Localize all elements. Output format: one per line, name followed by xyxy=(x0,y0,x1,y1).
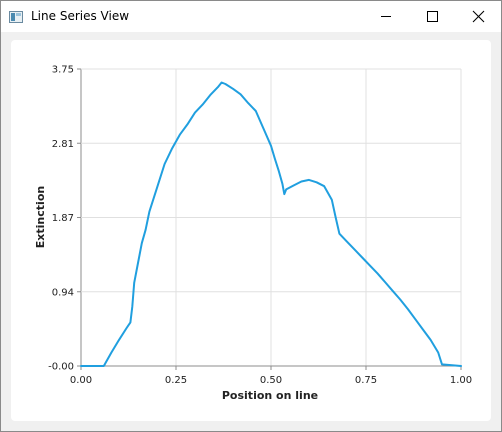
x-tick-label: 0.25 xyxy=(165,375,187,386)
y-tick-label: 3.75 xyxy=(52,65,74,76)
chart-panel: 0.00 0.25 0.50 0.75 1.00 -0.00 0.94 1.87 2.81 3.7… xyxy=(11,40,491,421)
x-tick-label: 0.00 xyxy=(70,375,92,386)
x-tick-label: 1.00 xyxy=(450,375,472,386)
x-tick-label: 0.75 xyxy=(355,375,377,386)
y-tick-label: 2.81 xyxy=(52,139,74,150)
minimize-button[interactable] xyxy=(363,1,409,32)
maximize-icon xyxy=(427,11,438,22)
maximize-button[interactable] xyxy=(409,1,455,32)
series-layer xyxy=(80,81,462,367)
close-icon xyxy=(472,10,485,23)
series-line xyxy=(80,81,462,367)
x-axis-title: Position on line xyxy=(222,389,318,402)
x-tick-label: 0.50 xyxy=(260,375,282,386)
y-tick-label: -0.00 xyxy=(48,362,74,373)
title-bar[interactable]: Line Series View xyxy=(1,1,501,32)
y-tick-label: 1.87 xyxy=(52,213,74,224)
grid-lines xyxy=(80,68,462,367)
line-chart: 0.00 0.25 0.50 0.75 1.00 -0.00 0.94 1.87 2.81 3.7… xyxy=(34,65,472,403)
close-button[interactable] xyxy=(455,1,501,32)
app-window-icon xyxy=(9,10,23,23)
y-tick-label: 0.94 xyxy=(52,287,74,298)
y-axis-title: Extinction xyxy=(34,186,47,248)
axis-ticks: 0.00 0.25 0.50 0.75 1.00 -0.00 0.94 1.87 2.81 3.7… xyxy=(48,65,472,387)
window-title: Line Series View xyxy=(31,9,130,23)
minimize-icon xyxy=(381,16,391,17)
